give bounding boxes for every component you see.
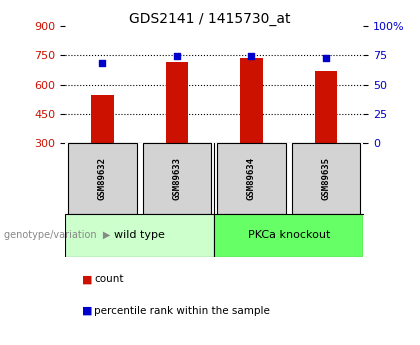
Bar: [65, 214, 214, 257]
Text: GDS2141 / 1415730_at: GDS2141 / 1415730_at: [129, 12, 291, 26]
Text: GSM89633: GSM89633: [173, 157, 181, 200]
Point: [323, 55, 329, 60]
Text: PKCa knockout: PKCa knockout: [247, 230, 330, 240]
Point: [99, 61, 106, 66]
Text: count: count: [94, 275, 124, 284]
Bar: [68, 144, 136, 214]
Bar: [315, 71, 337, 144]
Text: GSM89634: GSM89634: [247, 157, 256, 200]
Bar: [292, 144, 360, 214]
Point: [173, 54, 180, 59]
Text: genotype/variation  ▶: genotype/variation ▶: [4, 230, 110, 240]
Bar: [217, 144, 286, 214]
Text: GSM89635: GSM89635: [322, 157, 331, 200]
Text: wild type: wild type: [114, 230, 165, 240]
Bar: [166, 61, 188, 144]
Bar: [91, 95, 113, 144]
Bar: [143, 144, 211, 214]
Text: percentile rank within the sample: percentile rank within the sample: [94, 306, 270, 315]
Text: ■: ■: [82, 275, 92, 284]
Point: [248, 54, 255, 59]
Text: GSM89632: GSM89632: [98, 157, 107, 200]
Bar: [214, 214, 363, 257]
Text: ■: ■: [82, 306, 92, 315]
Bar: [240, 58, 262, 144]
